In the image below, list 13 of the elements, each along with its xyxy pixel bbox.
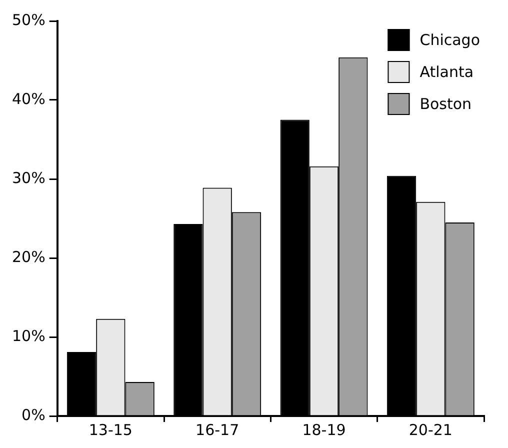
x-tick-label: 18-19 <box>302 420 346 439</box>
y-tick-label: 50% <box>12 10 46 29</box>
y-tick-label: 40% <box>12 90 46 108</box>
legend-label: Atlanta <box>420 62 474 81</box>
y-tick-label: 30% <box>12 168 46 187</box>
y-tick-label: 20% <box>12 248 46 266</box>
y-tick-label: 0% <box>22 406 46 424</box>
x-tick-label: 13-15 <box>88 420 132 439</box>
x-tick-label: 20-21 <box>408 420 452 439</box>
legend-label: Chicago <box>420 30 480 49</box>
legend-label: Boston <box>420 94 472 113</box>
y-tick-label: 10% <box>12 326 46 345</box>
x-tick-label: 16-17 <box>196 420 240 439</box>
